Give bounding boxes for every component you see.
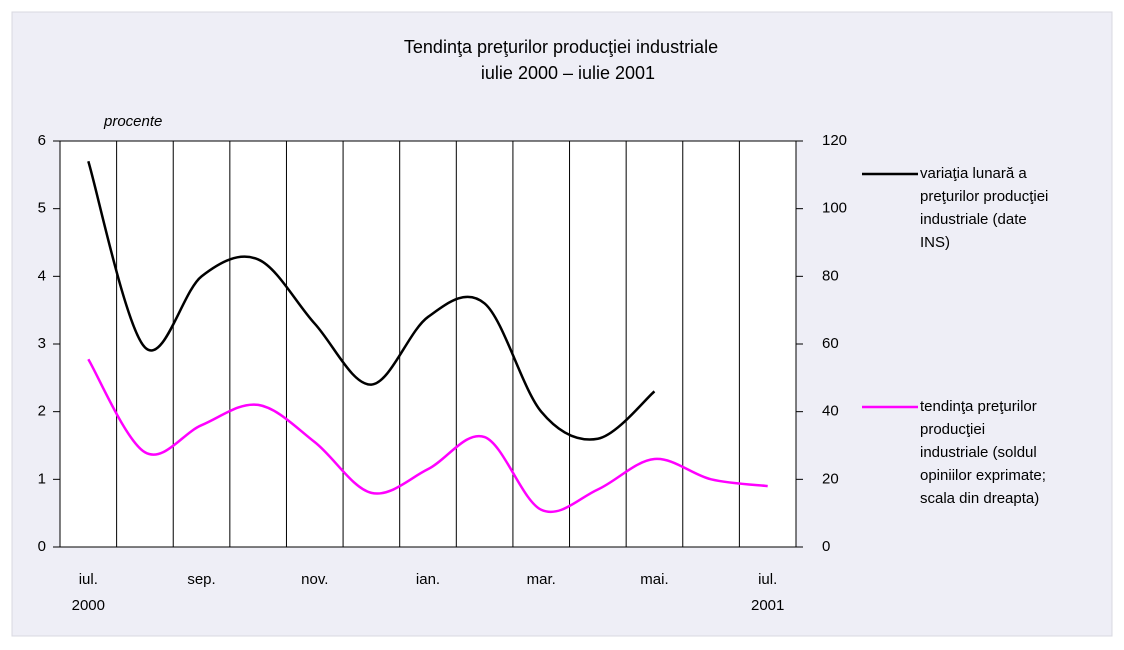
y-tick-label: 1	[38, 470, 46, 487]
y-axis-label: procente	[103, 113, 162, 130]
y2-tick-label: 40	[822, 403, 839, 420]
y2-tick-label: 0	[822, 538, 830, 555]
x-tick-label: iul. 2001	[751, 571, 784, 614]
x-tick-label: mar.	[527, 571, 556, 588]
y2-tick-label: 20	[822, 470, 839, 487]
y-tick-label: 6	[38, 132, 46, 149]
chart-title: Tendinţa preţurilor producţiei industria…	[404, 37, 718, 57]
x-tick-label: mai.	[640, 571, 668, 588]
x-tick-label: iul. 2000	[72, 571, 105, 614]
x-tick-label: sep.	[187, 571, 215, 588]
y2-tick-label: 60	[822, 335, 839, 352]
x-tick-label: nov.	[301, 571, 328, 588]
y2-tick-label: 120	[822, 132, 847, 149]
y-tick-label: 5	[38, 200, 46, 217]
y2-tick-label: 80	[822, 267, 839, 284]
y-tick-label: 3	[38, 335, 46, 352]
series-line	[87, 358, 768, 513]
legend-entry: tendinţa preţurilor producţiei industria…	[920, 398, 1046, 507]
plot-area	[60, 141, 796, 547]
legend-entry: variaţia lunară a preţurilor producţiei …	[920, 165, 1049, 251]
y-tick-label: 0	[38, 538, 46, 555]
series-line	[87, 160, 656, 441]
chart-subtitle: iulie 2000 – iulie 2001	[481, 63, 655, 83]
x-tick-label: ian.	[416, 571, 440, 588]
y-tick-label: 4	[38, 267, 46, 284]
y-tick-label: 2	[38, 403, 46, 420]
y2-tick-label: 100	[822, 200, 847, 217]
